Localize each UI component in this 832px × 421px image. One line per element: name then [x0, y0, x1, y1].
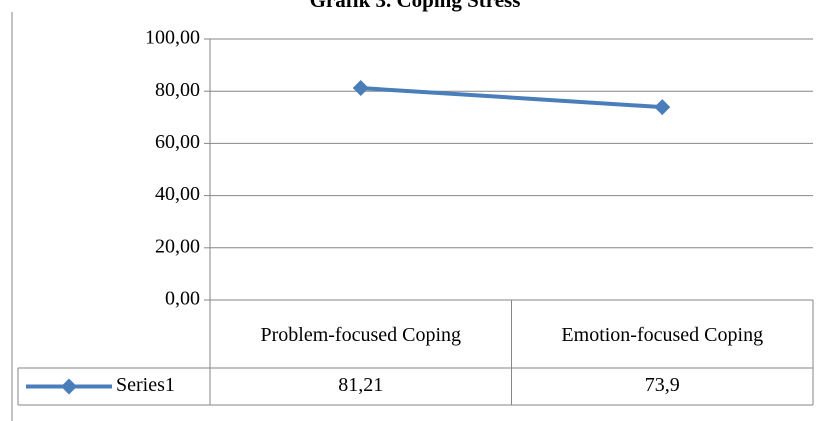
- y-tick-label: 40,00: [155, 183, 200, 205]
- x-tick-label: Emotion-focused Coping: [561, 324, 764, 346]
- y-tick-label: 0,00: [165, 288, 200, 310]
- table-value: 81,21: [338, 374, 383, 396]
- table-value: 73,9: [645, 374, 680, 396]
- y-tick-label: 80,00: [155, 79, 200, 101]
- series-line: [360, 86, 663, 110]
- legend-marker: [61, 378, 77, 395]
- y-tick-label: 20,00: [155, 235, 200, 257]
- x-tick-label: Problem-focused Coping: [260, 324, 462, 346]
- legend-label: Series1: [116, 374, 175, 396]
- y-tick-label: 100,00: [145, 27, 200, 49]
- y-tick-label: 60,00: [155, 131, 200, 153]
- chart-title: Grafik 3. Coping Stress: [310, 0, 521, 12]
- data-point: [654, 99, 671, 116]
- data-point: [352, 80, 369, 97]
